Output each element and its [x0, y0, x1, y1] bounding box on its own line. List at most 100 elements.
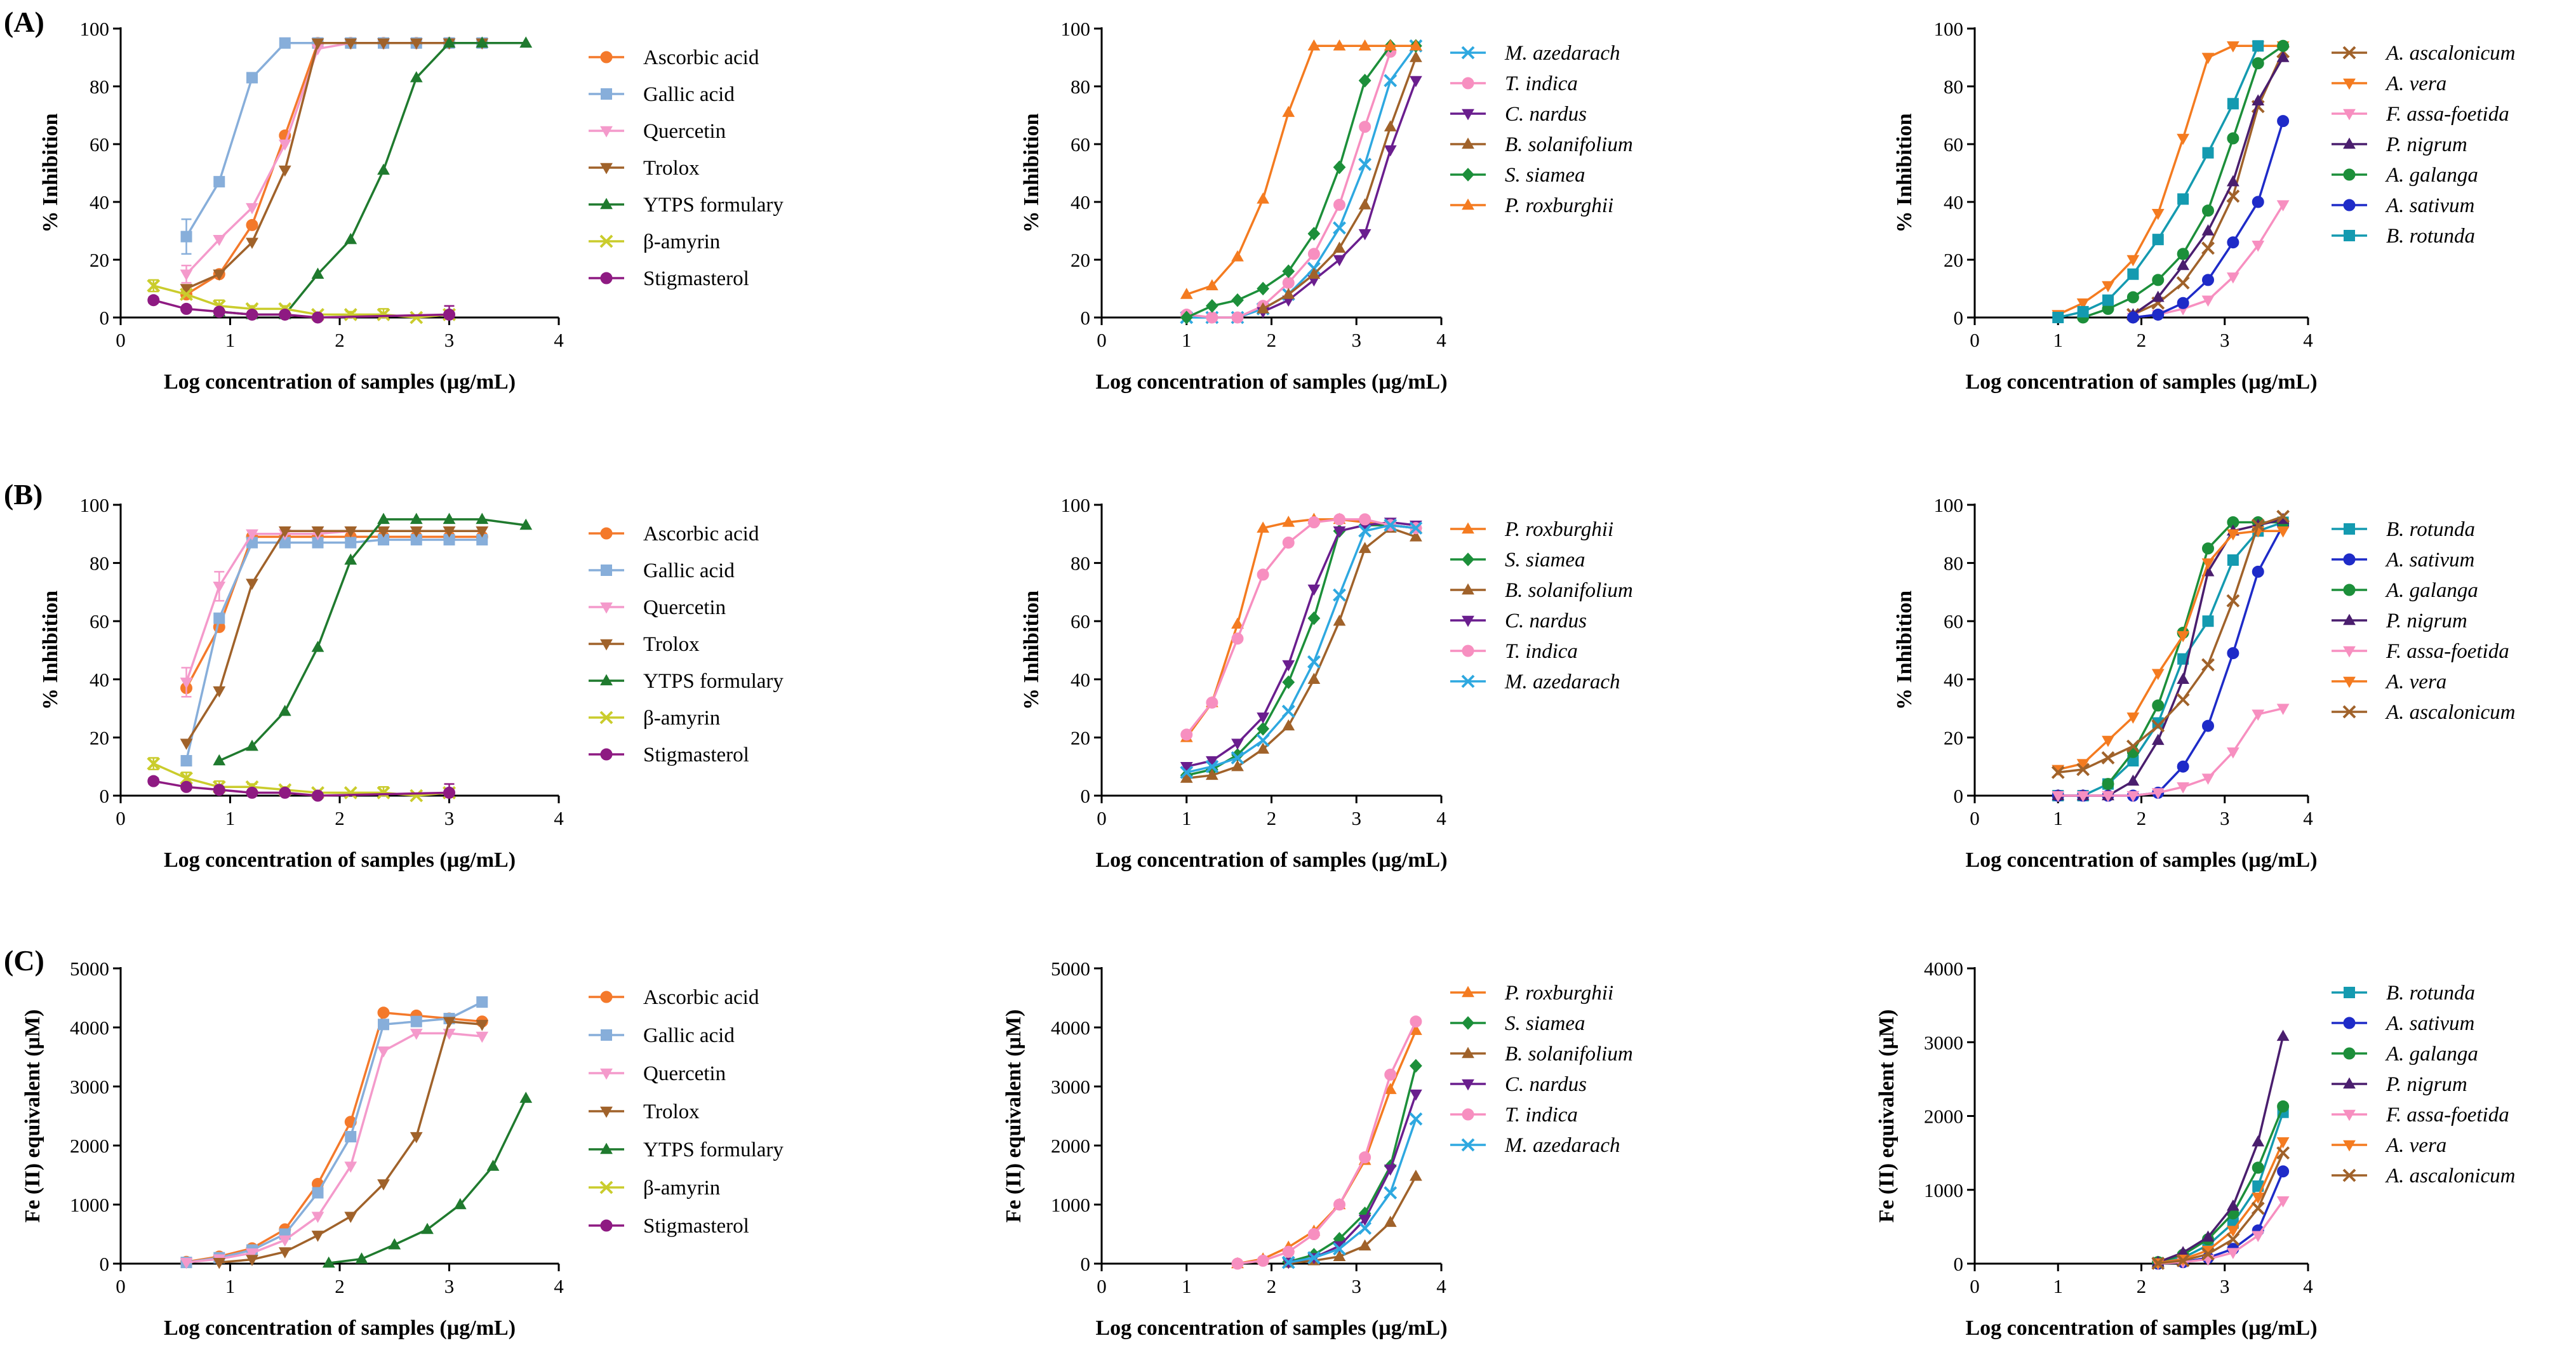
data-point [213, 582, 226, 593]
legend-marker [2343, 553, 2356, 566]
y-tick-label: 20 [90, 249, 109, 271]
data-point [1257, 568, 1269, 581]
data-point [1257, 302, 1270, 314]
series-line [2058, 707, 2283, 797]
series-7 [2051, 509, 2290, 779]
data-point [180, 302, 192, 315]
panel-label-c: (C) [4, 944, 44, 977]
legend-label: Trolox [643, 633, 700, 656]
y-tick-label: 80 [1944, 76, 1963, 98]
legend-item: Gallic acid [589, 559, 735, 582]
data-point [2252, 241, 2265, 252]
legend-marker [600, 197, 613, 210]
legend-marker [1462, 1016, 1474, 1030]
data-point [1307, 611, 1321, 625]
data-point [2151, 290, 2165, 302]
legend-item: B. solanifolium [1450, 1043, 1633, 1066]
legend-marker [601, 88, 612, 100]
chart-b1: 0 20 40 60 80 100 0 1 2 3 4 Log concentration of sa… [39, 494, 784, 872]
data-point [2252, 1161, 2264, 1174]
legend-marker [600, 1106, 613, 1118]
data-point [278, 165, 291, 177]
data-point [443, 1017, 456, 1029]
data-point [377, 512, 390, 525]
x-tick-label: 2 [2137, 1275, 2147, 1297]
legend-marker [1461, 1138, 1475, 1152]
data-point [1358, 74, 1371, 88]
x-tick-label: 0 [1970, 807, 1980, 829]
y-tick-label: 4000 [1051, 1017, 1090, 1039]
legend-label: Gallic acid [643, 83, 735, 106]
y-axis-label: % Inhibition [39, 113, 62, 232]
series-6 [2052, 526, 2290, 777]
data-point [2202, 719, 2214, 732]
data-point [1180, 762, 1193, 773]
series-7 [147, 294, 455, 324]
legend: Ascorbic acid Gallic acid Quercetin Trolox Y… [589, 523, 784, 766]
data-point [377, 38, 390, 50]
data-point [246, 237, 258, 250]
data-point [355, 1252, 368, 1264]
x-tick-label: 4 [1436, 329, 1446, 351]
data-point [180, 269, 193, 281]
y-axis-label: % Inhibition [1020, 591, 1043, 710]
x-tick-label: 1 [1182, 807, 1192, 829]
data-point [1282, 675, 1295, 690]
series-line [153, 780, 450, 797]
data-point [1409, 1112, 1423, 1126]
chart-b3: 0 20 40 60 80 100 0 1 2 3 4 Log concentration of sa… [1893, 494, 2515, 872]
legend-label: Gallic acid [643, 1024, 735, 1047]
y-tick-label: 40 [1071, 669, 1090, 691]
data-point [2102, 281, 2114, 293]
data-point [1231, 311, 1244, 324]
y-tick-label: 60 [90, 610, 109, 632]
series-6 [2126, 115, 2290, 324]
legend-item: Gallic acid [589, 1024, 735, 1047]
data-point [410, 1015, 422, 1027]
legend-label: YTPS formulary [643, 1139, 784, 1161]
x-tick-label: 1 [1182, 329, 1192, 351]
series-line [219, 42, 526, 316]
legend-marker [1462, 615, 1474, 627]
data-point [410, 71, 423, 83]
data-point [213, 269, 226, 281]
legend-item: F. assa-foetida [2332, 640, 2509, 663]
data-point [2276, 526, 2290, 538]
series-line [1237, 1020, 1417, 1265]
data-point [2226, 1248, 2239, 1259]
data-point [2126, 712, 2140, 724]
legend-label: A. ascalonicum [2385, 42, 2515, 65]
data-point [1384, 74, 1398, 88]
data-point [2202, 204, 2214, 217]
y-tick-label: 20 [90, 726, 109, 749]
legend-item: B. solanifolium [1450, 579, 1633, 602]
data-point [2201, 241, 2215, 255]
legend-item: A. vera [2332, 72, 2446, 95]
y-tick-label: 20 [1071, 249, 1090, 271]
legend-label: P. nigrum [2386, 610, 2467, 632]
data-point [213, 234, 226, 246]
data-point [2127, 268, 2139, 280]
data-point [2252, 565, 2264, 578]
data-point [476, 526, 489, 538]
legend-marker [1462, 645, 1474, 657]
data-point [1307, 516, 1320, 528]
data-point [2152, 274, 2165, 286]
x-tick-label: 0 [1970, 329, 1980, 351]
x-tick-label: 4 [1436, 807, 1446, 829]
x-tick-label: 0 [1097, 807, 1107, 829]
legend-marker [1462, 198, 1474, 210]
legend-label: A. ascalonicum [2385, 701, 2515, 724]
x-tick-label: 4 [2303, 329, 2313, 351]
data-point [2252, 196, 2264, 208]
x-axis-label: Log concentration of samples (µg/mL) [164, 848, 516, 872]
legend-marker [2343, 1017, 2356, 1029]
legend-label: Trolox [643, 157, 700, 180]
data-point [1257, 521, 1270, 533]
data-point [1384, 1215, 1397, 1227]
data-point [2176, 1253, 2190, 1267]
data-point [279, 537, 291, 549]
data-point [2226, 594, 2240, 608]
data-point [246, 308, 258, 321]
data-point [213, 754, 226, 766]
